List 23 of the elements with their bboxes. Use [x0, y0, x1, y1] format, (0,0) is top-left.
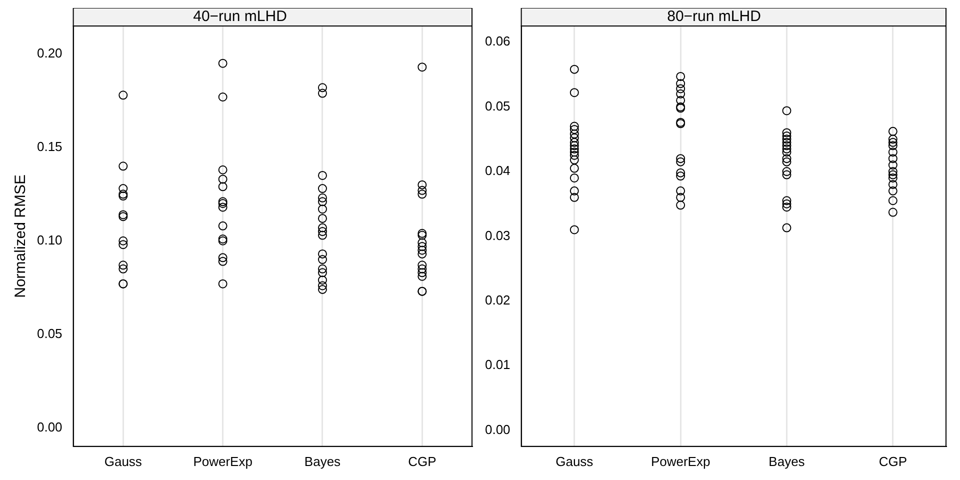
x-tick-label: PowerExp — [193, 454, 252, 469]
y-tick-label: 0.10 — [36, 232, 62, 248]
x-tick-label: Bayes — [768, 454, 806, 469]
y-tick-label: 0.15 — [36, 139, 62, 154]
chart-title: 80−run mLHD — [667, 8, 762, 26]
x-tick-label: PowerExp — [650, 454, 710, 469]
y-tick-label: 0.01 — [484, 357, 510, 372]
x-tick-label: Bayes — [304, 454, 342, 469]
y-axis-title: Normalized RMSE — [12, 174, 30, 298]
y-tick-label: 0.00 — [36, 419, 62, 434]
y-tick-label: 0.02 — [484, 292, 510, 308]
chart-title: 40−run mLHD — [193, 8, 288, 26]
y-tick-label: 0.03 — [484, 228, 510, 243]
x-tick-label: CGP — [878, 454, 907, 469]
y-tick-label: 0.05 — [36, 326, 62, 341]
x-tick-label: CGP — [408, 454, 436, 469]
y-tick-label: 0.06 — [484, 34, 510, 49]
y-tick-label: 0.00 — [484, 422, 510, 437]
x-tick-label: Gauss — [104, 454, 142, 469]
y-tick-label: 0.04 — [484, 163, 510, 178]
x-tick-label: Gauss — [556, 454, 594, 469]
y-tick-label: 0.20 — [36, 46, 62, 61]
y-tick-label: 0.05 — [484, 98, 510, 114]
